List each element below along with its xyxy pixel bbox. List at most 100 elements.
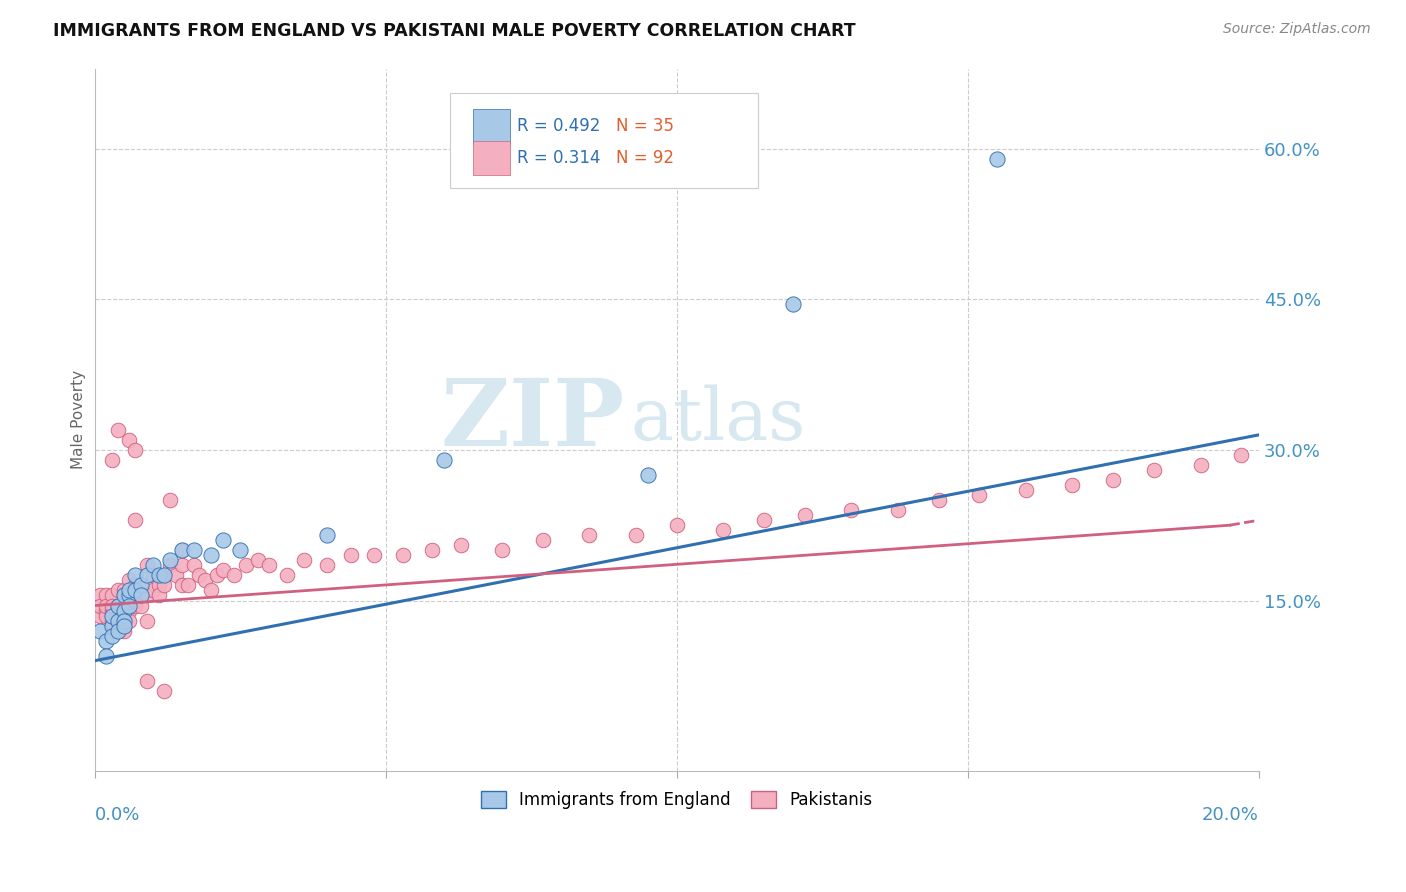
Point — [491, 543, 513, 558]
Point — [118, 589, 141, 603]
Point — [170, 543, 193, 558]
Point — [148, 589, 170, 603]
Point — [112, 589, 135, 603]
Text: R = 0.314: R = 0.314 — [517, 149, 600, 167]
Point — [142, 558, 165, 573]
Point — [339, 549, 361, 563]
Point — [235, 558, 257, 573]
Point — [142, 568, 165, 582]
Point — [148, 568, 170, 582]
Point — [96, 608, 118, 623]
Point — [194, 574, 217, 588]
Point — [839, 503, 862, 517]
Point — [928, 493, 950, 508]
Point — [101, 618, 124, 632]
Point — [129, 599, 152, 613]
Point — [1143, 463, 1166, 477]
Point — [624, 528, 647, 542]
Point — [170, 578, 193, 592]
Y-axis label: Male Poverty: Male Poverty — [72, 370, 86, 469]
Point — [316, 558, 339, 573]
Point — [211, 533, 233, 548]
Point — [752, 513, 775, 527]
Point — [316, 528, 339, 542]
Point — [112, 603, 135, 617]
Point — [101, 453, 124, 467]
Point — [107, 614, 129, 628]
Point — [136, 558, 159, 573]
Point — [101, 608, 124, 623]
Point — [229, 543, 252, 558]
Point — [96, 589, 118, 603]
Point — [136, 673, 159, 688]
Text: 0.0%: 0.0% — [94, 806, 141, 824]
Point — [118, 599, 141, 613]
Point — [112, 589, 135, 603]
Point — [96, 648, 118, 663]
Point — [118, 574, 141, 588]
Point — [107, 614, 129, 628]
Point — [188, 568, 211, 582]
Point — [112, 583, 135, 598]
Point — [183, 558, 205, 573]
Point — [142, 583, 165, 598]
Point — [578, 528, 600, 542]
Text: Source: ZipAtlas.com: Source: ZipAtlas.com — [1223, 22, 1371, 37]
Point — [637, 468, 659, 483]
Point — [112, 614, 135, 628]
Point — [124, 568, 146, 582]
Point — [986, 152, 1008, 166]
Point — [782, 297, 804, 311]
Point — [112, 603, 135, 617]
Point — [112, 599, 135, 613]
Point — [969, 488, 991, 502]
Point — [276, 568, 298, 582]
Point — [887, 503, 910, 517]
Point — [420, 543, 443, 558]
Point — [153, 683, 176, 698]
Point — [1102, 473, 1125, 487]
Point — [200, 549, 222, 563]
Point — [107, 624, 129, 638]
Point — [112, 618, 135, 632]
Point — [153, 578, 176, 592]
Text: 20.0%: 20.0% — [1202, 806, 1258, 824]
Point — [118, 583, 141, 598]
Text: N = 35: N = 35 — [616, 118, 673, 136]
Point — [107, 599, 129, 613]
Point — [1189, 458, 1212, 472]
Text: N = 92: N = 92 — [616, 149, 673, 167]
Text: R = 0.492: R = 0.492 — [517, 118, 600, 136]
Point — [107, 423, 129, 437]
FancyBboxPatch shape — [472, 110, 510, 144]
Point — [211, 563, 233, 577]
Point — [118, 614, 141, 628]
Point — [124, 583, 146, 598]
Point — [1062, 478, 1084, 492]
Point — [124, 593, 146, 607]
Point — [96, 599, 118, 613]
Point — [129, 578, 152, 592]
Point — [124, 513, 146, 527]
Text: IMMIGRANTS FROM ENGLAND VS PAKISTANI MALE POVERTY CORRELATION CHART: IMMIGRANTS FROM ENGLAND VS PAKISTANI MAL… — [53, 22, 856, 40]
Point — [101, 599, 124, 613]
Point — [177, 578, 200, 592]
Point — [159, 553, 181, 567]
Point — [136, 568, 159, 582]
Point — [711, 523, 734, 537]
Point — [118, 589, 141, 603]
Point — [118, 603, 141, 617]
Point — [107, 583, 129, 598]
Point — [124, 599, 146, 613]
Text: atlas: atlas — [630, 384, 806, 455]
Point — [257, 558, 280, 573]
Text: ZIP: ZIP — [440, 375, 624, 465]
Point — [96, 633, 118, 648]
Point — [224, 568, 246, 582]
Point — [170, 543, 193, 558]
Point — [89, 599, 111, 613]
Point — [118, 433, 141, 447]
Point — [292, 553, 315, 567]
Point — [665, 518, 688, 533]
Point — [129, 589, 152, 603]
